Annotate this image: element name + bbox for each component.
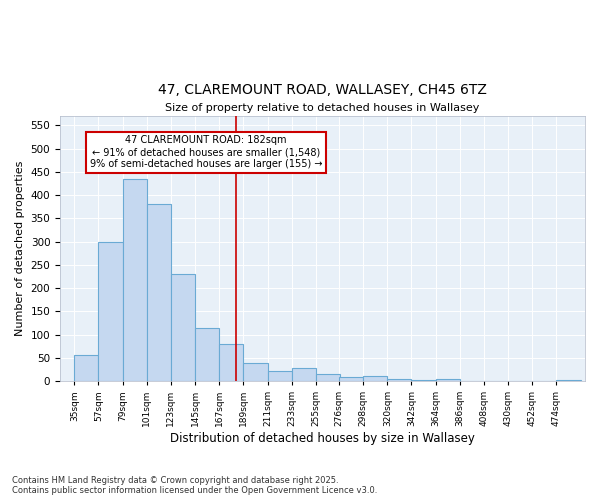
- Bar: [363, 376, 388, 381]
- Bar: [556, 380, 581, 381]
- Text: Size of property relative to detached houses in Wallasey: Size of property relative to detached ho…: [166, 104, 480, 114]
- Bar: [195, 328, 219, 381]
- X-axis label: Distribution of detached houses by size in Wallasey: Distribution of detached houses by size …: [170, 432, 475, 445]
- Bar: [268, 371, 292, 381]
- Bar: [292, 368, 316, 381]
- Text: Contains HM Land Registry data © Crown copyright and database right 2025.
Contai: Contains HM Land Registry data © Crown c…: [12, 476, 377, 495]
- Bar: [219, 344, 244, 381]
- Bar: [74, 356, 98, 381]
- Text: 47, CLAREMOUNT ROAD, WALLASEY, CH45 6TZ: 47, CLAREMOUNT ROAD, WALLASEY, CH45 6TZ: [158, 84, 487, 98]
- Bar: [171, 274, 195, 381]
- Bar: [316, 374, 340, 381]
- Bar: [412, 380, 436, 381]
- Bar: [388, 379, 412, 381]
- Bar: [244, 364, 268, 381]
- Bar: [339, 377, 363, 381]
- Y-axis label: Number of detached properties: Number of detached properties: [15, 161, 25, 336]
- Bar: [147, 204, 171, 381]
- Text: 47 CLAREMOUNT ROAD: 182sqm
← 91% of detached houses are smaller (1,548)
9% of se: 47 CLAREMOUNT ROAD: 182sqm ← 91% of deta…: [90, 136, 322, 168]
- Bar: [122, 178, 147, 381]
- Bar: [436, 379, 460, 381]
- Bar: [98, 242, 122, 381]
